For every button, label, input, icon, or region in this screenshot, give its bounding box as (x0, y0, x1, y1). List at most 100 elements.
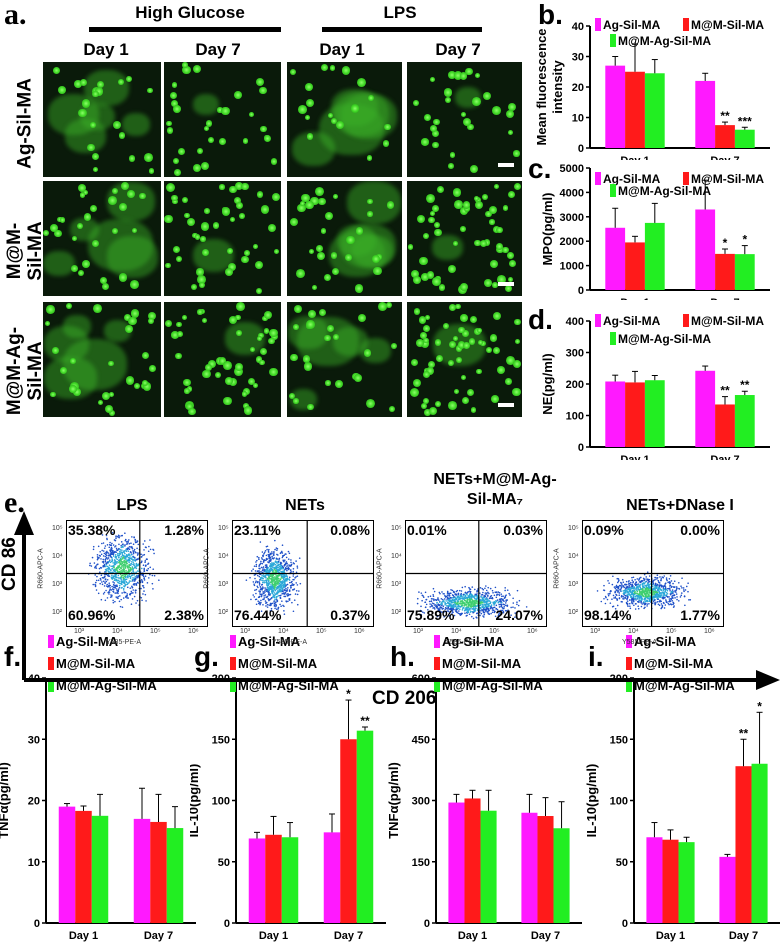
flow-event (455, 610, 458, 613)
flow-event (136, 540, 138, 542)
flow-event (127, 565, 129, 567)
flow-event (130, 568, 133, 570)
flow-event (457, 605, 459, 608)
flow-event (631, 587, 634, 589)
y-tick-label: 10 (572, 113, 584, 125)
flow-event (624, 587, 627, 590)
flow-event (108, 593, 110, 595)
micrograph-r2-c2 (164, 181, 281, 296)
micrograph-r3-c2 (164, 302, 281, 417)
flow-event (259, 567, 261, 570)
flow-event (668, 596, 670, 598)
flow-event (429, 606, 432, 608)
flow-event (503, 597, 506, 599)
flow-event (436, 604, 438, 606)
flow-event (652, 582, 655, 585)
flow-event (266, 586, 269, 589)
flow-event (665, 591, 668, 594)
flow-event (269, 602, 272, 605)
flow-event (469, 601, 471, 603)
legend-swatch (683, 18, 689, 31)
flow-event (295, 576, 297, 578)
flow-event (632, 576, 635, 579)
flow-event (135, 576, 138, 578)
flow-event (653, 593, 655, 596)
flow-event (472, 617, 475, 620)
flow-event (287, 558, 290, 560)
flow-event (676, 596, 678, 598)
flow-event (499, 601, 502, 603)
flow-event (500, 603, 503, 606)
flow-event (147, 567, 150, 570)
flow-event (267, 550, 270, 552)
flow-event (275, 566, 277, 569)
category-label: Day 1 (259, 930, 288, 942)
flow-event (448, 612, 451, 614)
flow-event (664, 590, 667, 593)
y-tick-label: 0 (224, 918, 230, 930)
panel-e-label: e. (4, 486, 25, 519)
flow-event (113, 582, 116, 584)
micrograph-r1-c3 (287, 62, 402, 177)
flow-event (449, 614, 452, 617)
flow-tick-y: 10² (52, 609, 63, 616)
flow-event (283, 569, 286, 572)
flow-event (96, 575, 98, 578)
flow-event (488, 600, 491, 602)
flow-event (482, 608, 485, 610)
flow-event (508, 592, 510, 595)
flow-event (473, 596, 475, 599)
bar-mm-sil-ma-day7 (340, 739, 357, 923)
category-label: Day 1 (458, 930, 487, 942)
flow-event (492, 601, 494, 604)
flow-event (280, 580, 282, 583)
flow-event (253, 574, 256, 576)
flow-event (267, 555, 270, 557)
flow-event (296, 603, 299, 606)
flow-event (90, 565, 93, 567)
flow-event (127, 540, 129, 543)
flow-event (101, 534, 104, 536)
flow-event (263, 551, 266, 554)
flow-event (432, 607, 434, 609)
flow-event (295, 582, 298, 584)
flow-tick-x: 10³ (74, 628, 85, 635)
flow-event (104, 582, 106, 585)
flow-event (632, 594, 635, 596)
flow-event (269, 559, 272, 562)
flow-event (136, 581, 139, 584)
flow-event (104, 571, 106, 573)
flow-event (646, 571, 649, 574)
flow-event (663, 585, 665, 587)
flow-event (474, 588, 476, 591)
flow-event (434, 604, 436, 607)
flow-event (485, 608, 488, 610)
flow-event (639, 599, 642, 602)
flow-event (278, 588, 280, 591)
bar-mm-sil-ma-day7 (715, 253, 735, 290)
flow-event (122, 563, 125, 566)
flow-event (124, 576, 127, 579)
col-header-day7-lps: Day 7 (435, 40, 481, 59)
flow-event (283, 605, 285, 608)
flow-event (669, 575, 672, 577)
flow-event (604, 602, 607, 605)
flow-event (662, 576, 665, 579)
flow-event (476, 612, 479, 614)
group-header-lps: LPS (383, 3, 417, 22)
flow-event (627, 588, 630, 590)
flow-event (465, 604, 468, 606)
flow-event (288, 590, 291, 593)
flow-event (124, 564, 127, 567)
flow-event (125, 569, 127, 572)
flow-event (108, 546, 111, 549)
flow-event (516, 603, 518, 606)
flow-event (424, 591, 427, 594)
flow-event (260, 562, 262, 564)
flow-event (466, 614, 468, 617)
bar-mm-ag-sil-ma-day1 (644, 222, 665, 290)
flow-event (644, 598, 647, 600)
flow-event (111, 568, 113, 570)
flow-event (615, 585, 617, 588)
flow-event (94, 565, 97, 568)
